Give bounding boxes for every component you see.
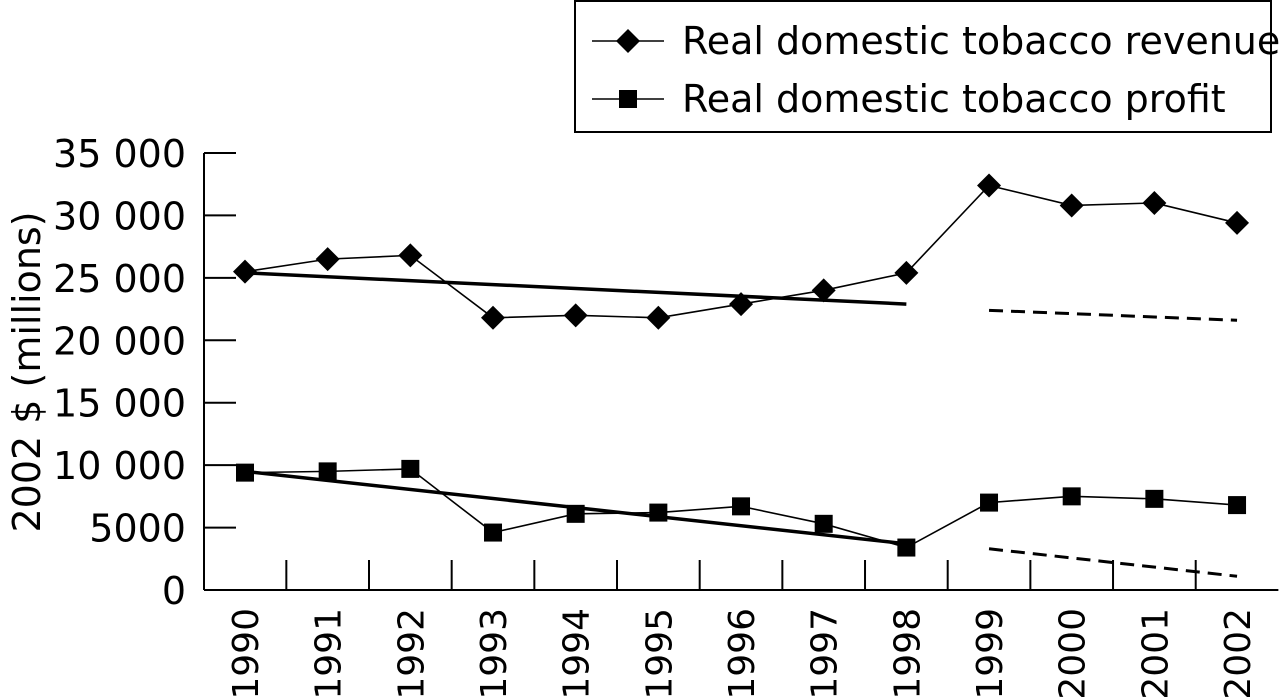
data-point-square (484, 523, 503, 542)
legend: Real domestic tobacco revenue Real domest… (574, 0, 1280, 133)
y-tick-label: 10 000 (53, 444, 186, 488)
y-tick-label: 35 000 (53, 132, 186, 176)
x-tick-label: 1999 (970, 608, 1011, 698)
series-group (233, 173, 1250, 557)
y-tick-label: 20 000 (53, 319, 186, 363)
x-tick-label: 1995 (639, 608, 680, 698)
y-tick-label: 15 000 (53, 382, 186, 426)
data-point-square (318, 462, 337, 481)
data-point-diamond (481, 305, 506, 330)
data-point-square (814, 514, 833, 533)
data-point-diamond (398, 243, 423, 268)
data-point-diamond (1225, 210, 1250, 235)
data-point-square (980, 493, 999, 512)
data-point-diamond (811, 278, 836, 303)
data-point-square (897, 538, 916, 557)
data-point-diamond (977, 173, 1002, 198)
series-revenue (233, 173, 1250, 330)
data-point-diamond (1059, 193, 1084, 218)
x-tick-label: 1992 (391, 608, 432, 698)
x-tick-label: 1998 (887, 608, 928, 698)
y-tick-label: 0 (162, 569, 186, 613)
data-point-diamond (894, 260, 919, 285)
x-tick-label: 1993 (474, 608, 515, 698)
data-point-square (732, 497, 751, 516)
trend-line-revenue-dashed (988, 308, 1238, 322)
series-profit (236, 459, 1247, 557)
data-point-square (1145, 489, 1164, 508)
legend-box (574, 0, 1272, 133)
trend-lines (244, 271, 1238, 578)
data-point-square (401, 459, 420, 478)
data-point-square (649, 503, 668, 522)
data-point-square (236, 463, 254, 482)
x-tick-label: 1994 (557, 608, 598, 698)
x-tick-label: 1991 (309, 608, 350, 698)
y-tick-label: 30 000 (53, 194, 186, 238)
x-tick-label: 1996 (722, 608, 763, 698)
data-point-diamond (646, 305, 671, 330)
data-point-square (1228, 496, 1247, 515)
x-tick-label: 1990 (226, 608, 267, 698)
y-tick-label: 5000 (89, 507, 186, 551)
x-tick-label: 2002 (1218, 608, 1259, 698)
data-point-diamond (729, 292, 754, 317)
data-point-square (566, 504, 585, 523)
legend-marker-diamond (616, 29, 640, 53)
data-point-diamond (315, 247, 340, 272)
x-tick-label: 2000 (1053, 608, 1094, 698)
data-point-diamond (1142, 190, 1167, 215)
axes: 0 5000 10 000 15 000 20 000 25 000 30 000 35 00… (5, 132, 1279, 698)
trend-line-revenue-solid (244, 271, 907, 306)
trend-line-profit-dashed (988, 547, 1238, 578)
y-axis-title: 2002 $ (millions) (5, 211, 49, 532)
data-point-diamond (233, 259, 257, 284)
legend-label: Real domestic tobacco revenue (682, 19, 1280, 63)
y-tick-label: 25 000 (53, 257, 186, 301)
x-tick-label: 1997 (805, 608, 846, 698)
x-tick-label: 2001 (1135, 608, 1176, 698)
data-point-square (1062, 487, 1081, 506)
legend-marker-square (619, 90, 637, 108)
data-point-diamond (563, 303, 588, 328)
legend-label: Real domestic tobacco profit (682, 77, 1226, 121)
